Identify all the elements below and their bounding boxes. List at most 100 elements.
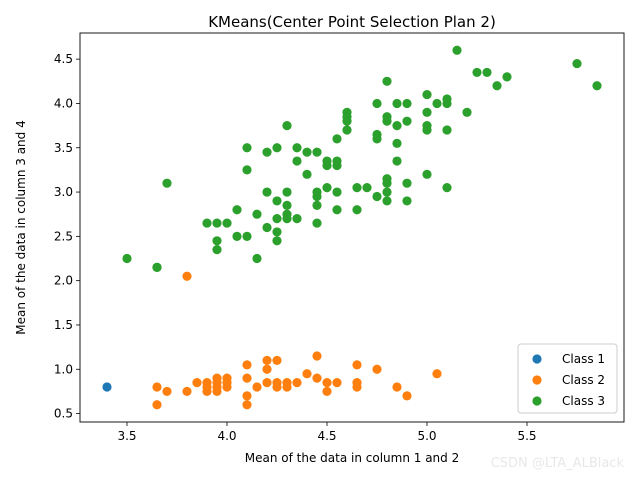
y-axis-label: Mean of the data in column 3 and 4 (14, 120, 28, 334)
point-class-3-54 (372, 98, 382, 109)
point-class-2-19 (242, 400, 252, 410)
point-class-3-77 (422, 169, 432, 179)
point-class-3-60 (382, 116, 392, 126)
y-tick-label: 4.0 (54, 96, 73, 110)
point-class-3-32 (302, 147, 312, 157)
point-class-2-32 (312, 373, 322, 383)
y-tick-label: 2.0 (54, 274, 73, 288)
point-class-2-2 (162, 386, 172, 397)
point-class-3-80 (442, 98, 452, 109)
legend-marker-3 (532, 396, 542, 406)
point-class-2-42 (432, 369, 442, 379)
point-class-3-58 (382, 76, 392, 86)
point-class-2-39 (372, 364, 382, 374)
point-class-3-62 (382, 178, 392, 188)
point-class-3-68 (392, 156, 402, 166)
point-class-2-33 (322, 377, 332, 388)
y-tick-label: 3.0 (54, 185, 73, 199)
point-class-2-35 (332, 377, 342, 388)
point-class-3-10 (232, 231, 242, 241)
point-class-3-34 (312, 147, 322, 157)
point-class-3-66 (392, 121, 402, 131)
point-class-3-65 (392, 98, 402, 109)
point-class-3-83 (452, 45, 462, 55)
point-class-3-23 (272, 236, 282, 246)
point-class-2-17 (242, 373, 252, 383)
x-tick-label: 3.5 (117, 429, 136, 443)
point-class-3-13 (242, 231, 252, 241)
legend-label-1: Class 1 (562, 352, 605, 366)
point-class-3-78 (432, 98, 442, 109)
point-class-3-63 (382, 187, 392, 197)
point-class-3-89 (572, 58, 582, 69)
point-class-3-44 (332, 160, 342, 171)
point-class-3-4 (202, 218, 212, 228)
point-class-2-34 (322, 386, 332, 397)
point-class-3-8 (222, 218, 232, 228)
point-class-3-15 (252, 253, 262, 264)
point-class-2-41 (402, 391, 412, 401)
point-class-3-12 (242, 165, 252, 175)
point-class-3-50 (342, 125, 352, 135)
point-class-3-84 (462, 107, 472, 117)
point-class-3-20 (272, 196, 282, 206)
point-class-2-21 (262, 355, 272, 366)
point-class-3-88 (502, 72, 512, 82)
point-class-2-8 (202, 386, 212, 397)
y-tick-label: 2.5 (54, 229, 73, 243)
point-class-3-82 (442, 183, 452, 193)
point-class-3-74 (422, 107, 432, 117)
point-class-3-3 (162, 178, 172, 188)
legend-items: Class 1 Class 2 Class 3 (532, 352, 605, 408)
point-class-3-56 (372, 134, 382, 144)
point-class-2-29 (292, 377, 302, 388)
x-axis-ticks: 3.5 4.0 4.5 5.0 5.5 (117, 422, 537, 443)
point-class-3-16 (262, 147, 272, 157)
y-axis-ticks: 0.5 1.0 1.5 2.0 2.5 3.0 3.5 4.0 4.5 (54, 52, 80, 421)
point-class-2-12 (212, 386, 222, 397)
point-class-3-53 (362, 183, 372, 193)
point-class-3-51 (352, 183, 362, 193)
point-class-2-31 (312, 351, 322, 361)
point-class-2-23 (262, 377, 272, 388)
legend: Class 1 Class 2 Class 3 (517, 343, 618, 414)
point-class-2-36 (352, 360, 362, 370)
point-class-3-26 (282, 200, 292, 210)
point-class-2-0 (152, 382, 162, 392)
point-class-3-18 (262, 222, 272, 233)
point-class-3-31 (292, 214, 302, 224)
legend-marker-1 (532, 354, 542, 364)
point-class-3-25 (282, 187, 292, 197)
data-points (102, 45, 602, 410)
legend-marker-2 (532, 375, 542, 385)
point-class-3-24 (282, 121, 292, 131)
point-class-3-85 (472, 67, 482, 78)
point-class-3-87 (492, 81, 502, 91)
point-class-3-17 (262, 187, 272, 197)
point-class-3-38 (312, 218, 322, 228)
point-class-3-37 (312, 200, 322, 210)
point-class-3-40 (322, 160, 332, 171)
y-tick-label: 0.5 (54, 407, 73, 421)
y-tick-label: 1.5 (54, 318, 73, 332)
point-class-3-36 (312, 191, 322, 202)
point-class-3-7 (212, 245, 222, 255)
point-class-3-9 (232, 205, 242, 215)
point-class-3-71 (402, 178, 412, 188)
point-class-3-6 (212, 236, 222, 246)
point-class-3-52 (352, 205, 362, 215)
point-class-3-76 (422, 125, 432, 135)
y-tick-label: 3.5 (54, 141, 73, 155)
point-class-3-5 (212, 218, 222, 228)
point-class-2-16 (242, 360, 252, 370)
x-axis-label: Mean of the data in column 1 and 2 (245, 451, 459, 465)
legend-label-3: Class 3 (562, 394, 605, 408)
point-class-3-19 (272, 143, 282, 153)
point-class-2-1 (152, 400, 162, 410)
y-tick-label: 4.5 (54, 52, 73, 66)
point-class-2-38 (352, 382, 362, 392)
point-class-3-0 (122, 253, 132, 264)
point-class-3-29 (292, 143, 302, 153)
point-class-2-5 (192, 377, 202, 388)
